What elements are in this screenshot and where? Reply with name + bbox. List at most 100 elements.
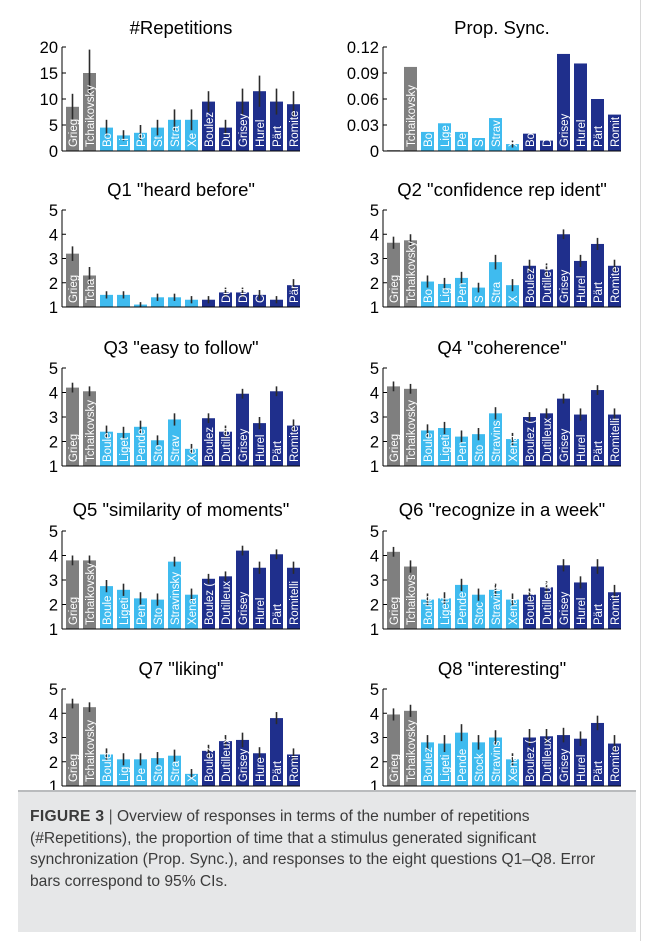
bar-hurel xyxy=(574,738,587,786)
bar-label: Tchaikovsky xyxy=(406,241,418,303)
bar-penderecki xyxy=(134,598,147,629)
bar-label: Bo xyxy=(102,133,114,147)
bar-boulez xyxy=(100,127,113,151)
y-tick-label: 4 xyxy=(370,226,379,244)
bar-ligeti xyxy=(438,283,451,307)
bar-label: Grieg xyxy=(68,275,80,303)
chart-title: Q7 "liking" xyxy=(138,658,223,679)
bar-label: Romitelli xyxy=(610,418,622,462)
bar-label: Grieg xyxy=(389,434,401,462)
bar-label: Stravins xyxy=(491,583,503,625)
bar-dutilleux xyxy=(540,736,553,786)
bar-stockhausen xyxy=(151,758,164,786)
y-tick-label: 4 xyxy=(49,385,58,403)
bar-label: Li xyxy=(119,138,131,147)
y-tick-label: 4 xyxy=(49,548,58,566)
bar-label: Boulez xyxy=(204,747,216,782)
bar-ligeti xyxy=(117,135,130,151)
y-tick-label: 0.03 xyxy=(347,117,379,135)
bar-label: Xe xyxy=(187,133,199,147)
bar-label: Boulez xyxy=(525,268,537,303)
bar-label: Tchaikovsky xyxy=(85,563,97,625)
bar-xenakis xyxy=(506,439,519,466)
chart-title: Q5 "similarity of moments" xyxy=(73,499,290,520)
y-tick-label: 2 xyxy=(49,754,58,772)
chart-title: Q2 "confidence rep ident" xyxy=(397,179,607,200)
bar-label: Stravinsky xyxy=(170,572,182,625)
bar-tchaikovsky xyxy=(404,566,417,629)
bar-stravinsky xyxy=(168,297,181,307)
bar-label: Du xyxy=(221,132,233,147)
bar-stravinsky xyxy=(489,737,502,786)
bar-label: Dutilleux xyxy=(221,738,233,782)
bar-label: Ligeti xyxy=(119,598,131,626)
bar-penderecki xyxy=(134,759,147,786)
bar-boulez xyxy=(421,599,434,629)
bar-hurel xyxy=(574,414,587,466)
y-tick-label: 3 xyxy=(49,730,58,748)
bar-stockhausen xyxy=(472,594,485,629)
bar-hurel xyxy=(253,294,266,307)
bar-label: Romi xyxy=(289,755,301,782)
bar-grieg xyxy=(66,106,79,151)
bar-xenakis xyxy=(506,759,519,786)
y-tick-label: 2 xyxy=(370,597,379,615)
bar-label: Pärt xyxy=(272,125,284,147)
bar-label: Tchaikovs xyxy=(406,574,418,625)
bar-label: Sto xyxy=(153,608,165,625)
bar-romitelli xyxy=(608,265,621,307)
y-tick-label: 1 xyxy=(49,458,58,476)
bar-boulez xyxy=(421,430,434,466)
bar-romitelli xyxy=(287,104,300,151)
chart-panel-4: Q2 "confidence rep ident" 1 2 3 4 5 Grieg Tchai… xyxy=(370,179,622,317)
bar-grisey xyxy=(557,735,570,786)
bar-ligeti xyxy=(438,743,451,786)
y-tick-label: 3 xyxy=(370,251,379,269)
bar-pärt xyxy=(591,722,604,786)
bar-ligeti xyxy=(117,432,130,466)
y-tick-label: 2 xyxy=(49,597,58,615)
bar-label: Lig xyxy=(119,767,131,782)
bar-label: Pen xyxy=(136,605,148,625)
bar-dutilleux xyxy=(540,413,553,466)
bar-label: Ligeti xyxy=(440,598,452,626)
bar-label: D xyxy=(542,139,554,147)
bar-label: Dutilleux xyxy=(542,581,554,625)
bar-stockhausen xyxy=(151,440,164,466)
bar-label: Stock xyxy=(474,753,486,782)
bar-label: Grieg xyxy=(389,275,401,303)
bar-label: Dut xyxy=(238,284,250,303)
y-tick-label: 5 xyxy=(370,360,379,378)
bar-label: Stravins xyxy=(491,740,503,782)
bar-label: Pe xyxy=(457,133,469,147)
bar-hurel xyxy=(574,63,587,151)
bar-label: Lig xyxy=(440,288,452,303)
bar-hurel xyxy=(253,423,266,466)
bar-label: Boulez ( xyxy=(525,420,537,462)
bar-label: Dutilleux xyxy=(221,418,233,462)
bar-label: Pär xyxy=(289,285,301,303)
bar-boulez xyxy=(202,101,215,151)
bar-grieg xyxy=(387,386,400,466)
y-tick-label: 15 xyxy=(40,65,58,83)
bar-label: Tchaikovsky xyxy=(85,400,97,462)
chart-panel-2: Prop. Sync. 0 0.03 0.06 0.09 0.12 Grie Tchaikov… xyxy=(347,17,622,161)
bar-label: Stra xyxy=(491,281,503,303)
bar-dutilleux xyxy=(219,127,232,151)
bar-boulez xyxy=(523,265,536,307)
bar-label: Romitelli xyxy=(289,581,301,625)
bar-boulez xyxy=(421,742,434,786)
bar-boulez xyxy=(421,281,434,307)
bar-label: Pen xyxy=(457,442,469,462)
bar-boulez xyxy=(100,294,113,307)
bar-label: Pende xyxy=(136,429,148,462)
caption-label: FIGURE 3 xyxy=(30,808,105,825)
bar-tchaikovsky xyxy=(404,388,417,466)
bar-label: Bo xyxy=(423,133,435,147)
bar-boulez xyxy=(100,754,113,786)
bar-xenakis xyxy=(185,448,198,466)
caption-text-block: FIGURE 3 | Overview of responses in term… xyxy=(30,806,626,892)
y-tick-label: 2 xyxy=(370,275,379,293)
bar-label: Hurel xyxy=(255,120,267,147)
bar-label: Strav xyxy=(491,120,503,147)
